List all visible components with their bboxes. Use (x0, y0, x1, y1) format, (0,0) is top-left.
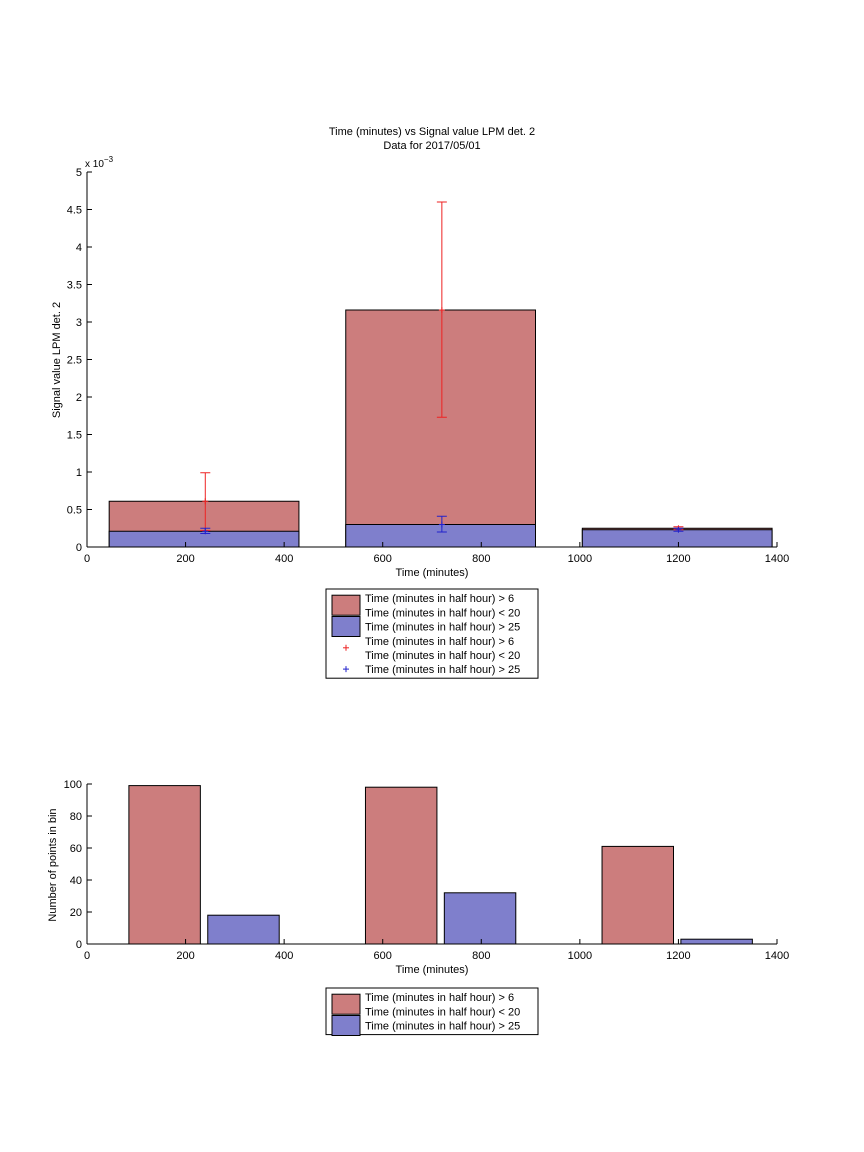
y-tick-label: 2.5 (67, 355, 82, 367)
y-tick-label: 3 (76, 317, 82, 329)
signal-chart: Time (minutes) vs Signal value LPM det. … (51, 126, 790, 679)
x-tick-label: 200 (176, 553, 194, 565)
legend-label: Time (minutes in half hour) < 20 (365, 1006, 520, 1018)
legend-label: Time (minutes in half hour) < 20 (365, 607, 520, 619)
legend-swatch (331, 993, 361, 1015)
legend-swatch (331, 594, 361, 616)
y-tick-label: 1.5 (67, 430, 82, 442)
bar (345, 309, 536, 548)
x-tick-label: 1400 (765, 553, 789, 565)
legend-label: Time (minutes in half hour) > 25 (365, 1021, 520, 1033)
x-tick-label: 0 (84, 553, 90, 565)
y-tick-label: 3.5 (67, 280, 82, 292)
x-tick-label: 800 (472, 950, 490, 962)
y-tick-label: 4 (76, 242, 82, 254)
y-tick-label: 5 (76, 167, 82, 179)
bar (128, 785, 201, 945)
bar (345, 524, 536, 548)
bar (443, 892, 517, 945)
y-tick-label: 2 (76, 392, 82, 404)
bars (128, 785, 753, 945)
legend-box (325, 588, 539, 679)
y-tick-label: 60 (70, 843, 82, 855)
legend-swatch (331, 1015, 361, 1036)
y-exponent-base: x 10 (85, 159, 104, 170)
bar (364, 786, 438, 945)
x-tick-label: 1200 (666, 950, 690, 962)
legend-label: Time (minutes in half hour) > 6 (365, 636, 514, 648)
count-chart: 0 200 400 600 800 1000 1200 1400 0 20 40 60 80 100 Ti… (47, 779, 789, 1036)
legend-label: Time (minutes in half hour) > 25 (365, 664, 520, 676)
legend-label: Time (minutes in half hour) > 6 (365, 593, 514, 605)
y-tick-label: 1 (76, 467, 82, 479)
y-tick-label: 0.5 (67, 505, 82, 517)
y-tick-label: 80 (70, 811, 82, 823)
legend-swatch (331, 616, 361, 637)
x-tick-label: 1400 (765, 950, 789, 962)
x-tick-label: 1200 (666, 553, 690, 565)
legend-label: Time (minutes in half hour) < 20 (365, 650, 520, 662)
x-tick-label: 400 (275, 950, 293, 962)
bar (581, 529, 773, 548)
y-tick-label: 0 (76, 939, 82, 951)
legend: Time (minutes in half hour) > 6 Time (min… (325, 588, 539, 679)
x-tick-label: 800 (472, 553, 490, 565)
x-tick-label: 600 (374, 950, 392, 962)
bar (680, 938, 753, 945)
x-axis-label: Time (minutes) (396, 964, 469, 976)
x-tick-label: 600 (374, 553, 392, 565)
y-tick-label: 20 (70, 907, 82, 919)
x-tick-label: 0 (84, 950, 90, 962)
legend-box (325, 987, 539, 1036)
x-tick-label: 1000 (568, 553, 592, 565)
legend-label: Time (minutes in half hour) > 25 (365, 622, 520, 634)
legend-label: Time (minutes in half hour) > 6 (365, 992, 514, 1004)
error-bars (200, 201, 684, 535)
axes: 0 200 400 600 800 1000 1200 1400 0 20 40 60 80 100 (64, 779, 790, 962)
y-tick-label: 4.5 (67, 205, 82, 217)
y-tick-label: 0 (76, 542, 82, 554)
y-axis-label: Signal value LPM det. 2 (51, 302, 63, 418)
bar (601, 845, 674, 945)
axes: 0 200 400 600 800 1000 1200 1400 0 0.5 1 1.5 2 2.5 3 3.… (67, 167, 790, 565)
y-tick-label: 40 (70, 875, 82, 887)
y-tick-label: 100 (64, 779, 82, 791)
bars (108, 309, 773, 548)
bar (207, 914, 280, 945)
x-tick-label: 1000 (568, 950, 592, 962)
legend: Time (minutes in half hour) > 6 Time (min… (325, 987, 539, 1036)
x-tick-label: 200 (176, 950, 194, 962)
chart-title: Time (minutes) vs Signal value LPM det. … (329, 126, 535, 138)
y-axis-label: Number of points in bin (47, 808, 59, 921)
y-exponent-label: x 10−3 (85, 155, 114, 170)
y-exponent-power: −3 (104, 155, 114, 164)
x-tick-label: 400 (275, 553, 293, 565)
x-axis-label: Time (minutes) (396, 567, 469, 579)
chart-subtitle: Data for 2017/05/01 (383, 140, 480, 152)
